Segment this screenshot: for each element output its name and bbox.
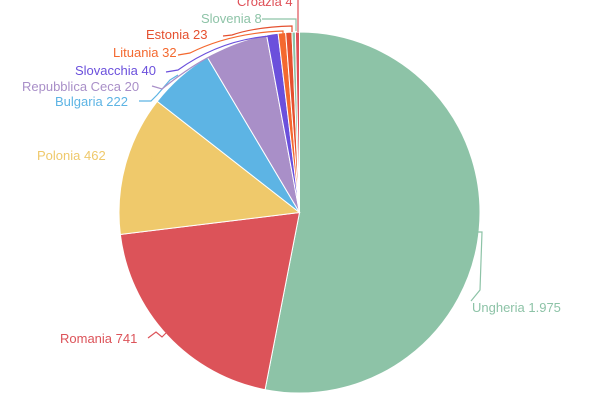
slice-label: Ungheria 1.975	[472, 300, 561, 315]
leader-line	[262, 18, 297, 31]
slice-romania[interactable]	[119, 211, 301, 391]
pie-slices	[118, 31, 481, 394]
slice-label: Repubblica Ceca 20	[22, 79, 139, 94]
slice-label: Lituania 32	[113, 45, 177, 60]
leader-line	[151, 43, 246, 90]
leader-line	[165, 35, 271, 73]
slice-label: Estonia 23	[146, 27, 207, 42]
leader-line	[470, 231, 483, 302]
slice-polonia[interactable]	[118, 100, 301, 236]
slice-label: Slovacchia 40	[75, 63, 156, 78]
leader-line	[177, 30, 284, 56]
leader-line	[222, 25, 293, 37]
leader-lines	[139, 0, 483, 339]
slice-label: Slovenia 8	[201, 11, 262, 26]
slice-croazia[interactable]	[294, 31, 300, 213]
slice-label: Croazia 4	[237, 0, 293, 9]
slice-labels: Ungheria 1.975 Romania 741 Polonia 462 Bulg…	[22, 0, 561, 346]
slice-label: Romania 741	[60, 331, 137, 346]
leader-line	[140, 154, 156, 161]
slice-ungheria[interactable]	[264, 31, 481, 394]
slice-label: Polonia 462	[37, 148, 106, 163]
leader-line	[147, 331, 167, 339]
slice-label: Bulgaria 222	[55, 94, 128, 109]
leader-line	[139, 74, 179, 102]
